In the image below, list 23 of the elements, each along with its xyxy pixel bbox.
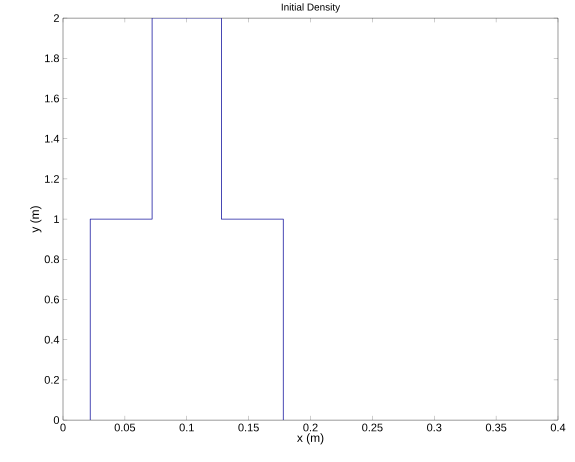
y-tick-label: 0.2 <box>44 376 59 384</box>
x-tick-label: 0.35 <box>486 424 506 432</box>
chart-title: Initial Density <box>282 3 340 13</box>
y-tick-label: 0.4 <box>44 336 60 344</box>
x-tick-label: 0.15 <box>238 424 259 432</box>
x-tick-label: 0 <box>60 424 66 432</box>
y-tick-label: 1.4 <box>45 134 60 142</box>
y-tick-label: 1 <box>54 215 59 223</box>
x-tick-label: 0.3 <box>427 424 442 432</box>
x-tick-label: 0.2 <box>303 424 318 432</box>
x-tick-label: 0.25 <box>362 424 383 432</box>
x-axis-title: x (m) <box>297 433 324 444</box>
y-tick-label: 0.6 <box>44 296 59 304</box>
y-tick-label: 2 <box>54 14 59 22</box>
y-tick-label: 0.8 <box>44 255 59 264</box>
x-tick-label: 0.4 <box>550 424 566 432</box>
y-tick-label: 1.8 <box>45 54 59 62</box>
y-tick-label: 1.2 <box>45 175 59 183</box>
y-tick-label: 1.6 <box>45 94 59 102</box>
y-tick-label: 0 <box>54 416 60 424</box>
x-tick-label: 0.1 <box>180 424 194 432</box>
y-axis-title: y (m) <box>30 206 42 233</box>
x-tick-label: 0.05 <box>114 424 136 432</box>
